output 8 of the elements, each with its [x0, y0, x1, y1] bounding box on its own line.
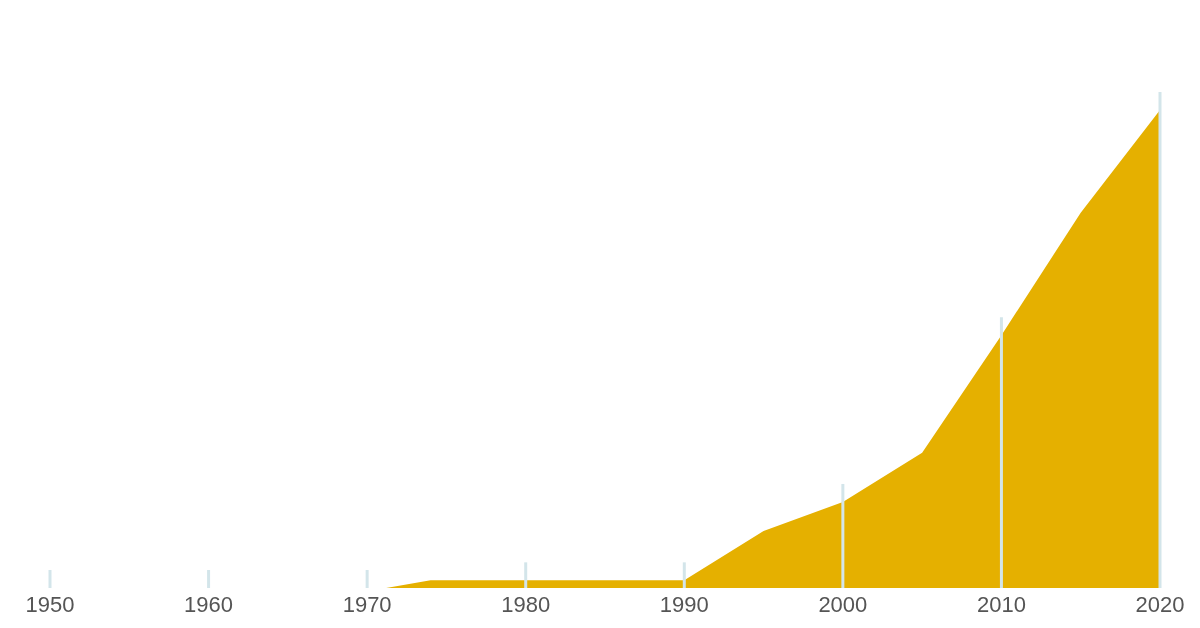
x-tick-label: 1990	[659, 591, 709, 617]
x-tick-label: 2020	[1135, 591, 1185, 617]
x-tick-label: 1980	[501, 591, 551, 617]
x-tick-label: 2010	[976, 591, 1026, 617]
x-tick-label: 1960	[184, 591, 234, 617]
x-tick-label: 2000	[818, 591, 868, 617]
x-tick-label: 1970	[342, 591, 392, 617]
x-tick-label: 1950	[25, 591, 75, 617]
